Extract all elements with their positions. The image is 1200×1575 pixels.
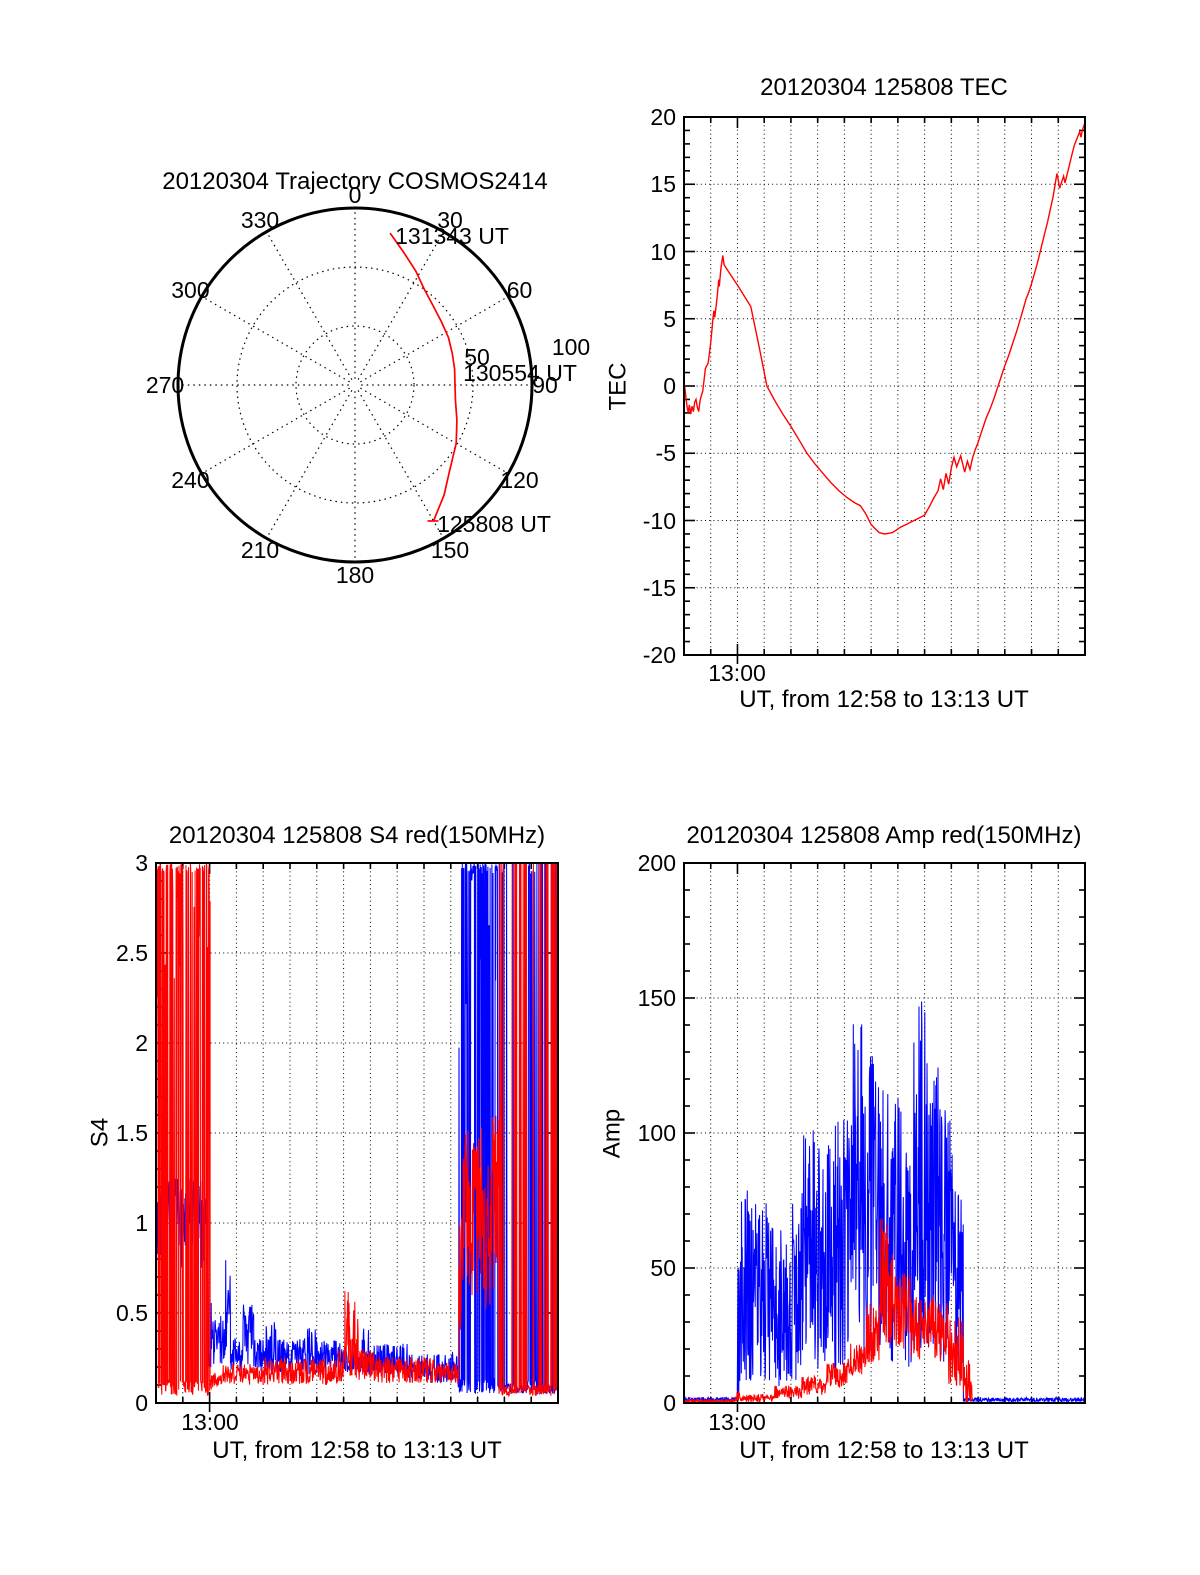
tec-y-tick-label: 0	[663, 373, 676, 399]
s4-y-tick-label: 2	[135, 1030, 148, 1056]
amp-x-tick-label: 13:00	[708, 1409, 766, 1435]
s4-x-tick-label: 13:00	[181, 1409, 239, 1435]
trajectory-annotation: 125808 UT	[437, 511, 551, 537]
s4-y-tick-label: 1.5	[116, 1120, 148, 1146]
polar-angle-label: 0	[348, 182, 362, 208]
tec-y-tick-label: -5	[655, 440, 676, 467]
polar-angle-label: 120	[500, 467, 539, 493]
amp-title: 20120304 125808 Amp red(150MHz)	[686, 822, 1082, 849]
amp-y-tick-label: 150	[637, 985, 676, 1011]
tec-y-tick-label: -10	[642, 507, 676, 534]
trajectory-title: 20120304 Trajectory COSMOS2414	[162, 168, 548, 195]
amp-x-axis-label: UT, from 12:58 to 13:13 UT	[739, 1437, 1029, 1464]
s4-y-tick-label: 3	[135, 850, 148, 876]
trajectory-annotation: 131343 UT	[395, 223, 509, 249]
amp-y-axis-label: Amp	[598, 1108, 626, 1159]
tec-y-axis-label: TEC	[604, 362, 632, 411]
polar-angle-label: 60	[506, 277, 533, 303]
polar-angle-label: 150	[430, 536, 470, 563]
trajectory-annotation: 130554 UT	[463, 360, 577, 386]
tec-y-tick-label: 15	[650, 171, 676, 198]
polar-angle-label: 240	[171, 467, 210, 493]
tec-x-axis-label: UT, from 12:58 to 13:13 UT	[739, 686, 1029, 713]
polar-angle-label: 300	[171, 277, 210, 303]
tec-x-tick-label: 13:00	[708, 660, 766, 686]
s4-y-tick-label: 2.5	[116, 940, 148, 966]
amp-y-tick-label: 200	[637, 850, 676, 876]
trajectory-annotation: 50	[464, 344, 490, 370]
s4-title: 20120304 125808 S4 red(150MHz)	[168, 822, 546, 849]
s4-y-tick-label: 1	[135, 1210, 148, 1236]
polar-angle-label: 180	[335, 562, 375, 588]
tec-title: 20120304 125808 TEC	[760, 74, 1008, 101]
tec-y-tick-label: -20	[642, 642, 676, 668]
amp-y-tick-label: 50	[650, 1255, 676, 1281]
s4-y-axis-label: S4	[86, 1117, 114, 1148]
amp-y-tick-label: 100	[637, 1120, 676, 1146]
polar-angle-label: 30	[437, 207, 463, 234]
s4-y-tick-label: 0.5	[116, 1300, 148, 1326]
polar-angle-label: 90	[532, 372, 558, 398]
s4-x-axis-label: UT, from 12:58 to 13:13 UT	[212, 1437, 502, 1464]
tec-y-tick-label: -15	[642, 574, 676, 601]
polar-angle-label: 330	[240, 207, 280, 234]
trajectory-annotation: 100	[551, 334, 591, 360]
polar-angle-label: 270	[145, 372, 185, 398]
tec-y-tick-label: 20	[650, 104, 676, 130]
tec-y-tick-label: 5	[663, 305, 676, 332]
amp-y-tick-label: 0	[663, 1390, 676, 1416]
tec-y-tick-label: 10	[650, 238, 676, 265]
polar-angle-label: 210	[240, 536, 280, 563]
s4-y-tick-label: 0	[135, 1390, 148, 1416]
